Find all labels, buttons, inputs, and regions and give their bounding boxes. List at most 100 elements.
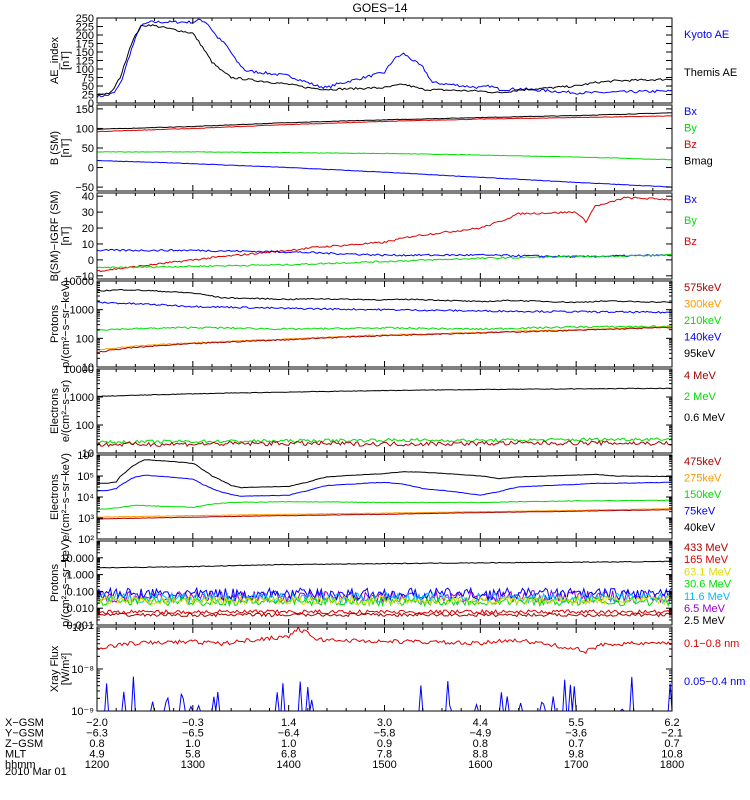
y-tick-label: 10⁵ xyxy=(77,471,94,483)
x-tick-label: −6.3 xyxy=(86,728,108,740)
y-axis-label: e/(cm²−s−sr−keV) xyxy=(60,453,72,541)
y-tick-label: −10 xyxy=(75,271,94,283)
x-tick-label: 1600 xyxy=(468,759,492,771)
x-row-label: X−GSM xyxy=(5,717,44,729)
x-tick-label: −6.4 xyxy=(278,728,300,740)
series-line-red xyxy=(97,196,672,273)
series-group xyxy=(97,560,672,618)
legend-entry: 2.5 MeV xyxy=(684,615,726,627)
y-tick-label: 10 xyxy=(82,448,94,460)
x-row-label: Z−GSM xyxy=(5,738,43,750)
y-axis-label: B(SM)−IGRF (SM) xyxy=(49,191,61,282)
series-line-green xyxy=(97,499,672,511)
x-tick-label: 10.8 xyxy=(661,749,682,761)
y-tick-label: 10⁻⁷ xyxy=(72,622,94,634)
y-tick-label: 225 xyxy=(76,22,94,34)
y-tick-label: 200 xyxy=(76,30,94,42)
x-row-label: Y−GSM xyxy=(5,728,44,740)
panel-frame xyxy=(96,104,673,192)
y-tick-label: 1000 xyxy=(70,305,94,317)
x-tick-label: 3.0 xyxy=(377,717,392,729)
series-group xyxy=(97,387,672,448)
legend-entry: 210keV xyxy=(684,315,722,327)
series-line-blue xyxy=(97,18,672,98)
y-tick-label: 40 xyxy=(82,191,94,203)
series-line-red xyxy=(97,115,672,133)
x-tick-label: 8.8 xyxy=(473,749,488,761)
legend-entry: 140keV xyxy=(684,332,722,344)
series-line-green xyxy=(97,437,672,445)
series-line-red xyxy=(97,608,672,615)
legend-entry: 150keV xyxy=(684,489,722,501)
y-tick-label: 10⁻⁹ xyxy=(71,706,94,718)
y-tick-label: 10² xyxy=(78,534,94,546)
y-axis-label: Xray Flux xyxy=(49,645,61,692)
y-tick-label: 10000 xyxy=(63,276,94,288)
series-group xyxy=(97,459,672,520)
y-axis-label: Protons xyxy=(49,305,61,343)
x-tick-label: −0.3 xyxy=(182,717,204,729)
y-tick-label: 100 xyxy=(76,123,94,135)
y-tick-label: 250 xyxy=(76,13,94,25)
y-tick-label: 10 xyxy=(82,239,94,251)
series-group xyxy=(97,112,672,188)
legend-entry: 75keV xyxy=(684,506,716,518)
y-tick-label: 0 xyxy=(88,98,94,110)
y-tick-label: 50 xyxy=(82,81,94,93)
panel-frame xyxy=(96,192,673,280)
series-line-black xyxy=(97,289,672,304)
y-tick-label: 1.000 xyxy=(66,570,94,582)
y-axis-label: [nT] xyxy=(60,227,72,246)
x-tick-label: 7.8 xyxy=(377,749,392,761)
x-tick-label: 0.9 xyxy=(377,738,392,750)
panel-xray: 10⁻⁹ 10⁻⁸ 10⁻⁷ Xray Flux [W/m²] 0.1−0.8 nm 0.0… xyxy=(49,622,745,718)
series-line-yellow xyxy=(97,594,672,607)
x-tick-label: 1800 xyxy=(660,759,684,771)
y-tick-label: 10³ xyxy=(78,513,94,525)
x-tick-label: 1.0 xyxy=(185,738,200,750)
y-tick-label: −50 xyxy=(75,182,94,194)
x-tick-label: 1400 xyxy=(276,759,300,771)
x-tick-label: 5.5 xyxy=(569,717,584,729)
x-tick-label: −5.8 xyxy=(374,728,396,740)
legend-entry: 275keV xyxy=(684,473,722,485)
y-tick-label: 10⁻⁸ xyxy=(71,664,94,676)
x-tick-label: 1200 xyxy=(85,759,109,771)
y-tick-label: 100 xyxy=(76,420,94,432)
series-line-green xyxy=(97,253,672,269)
x-tick-label: −3.6 xyxy=(565,728,587,740)
y-tick-label: 0.010 xyxy=(66,603,94,615)
legend-entry: 165 MeV xyxy=(684,554,729,566)
legend-entry: Bx xyxy=(684,106,697,118)
legend-entry: Bz xyxy=(684,139,697,151)
series-line-green xyxy=(97,151,672,161)
panel-bsm: −50 0 50 100 150 B (SM) [nT] Bx By Bz Bmag xyxy=(49,104,713,194)
legend-entry: 30.6 MeV xyxy=(684,579,732,591)
legend-entry: 433 MeV xyxy=(684,542,729,554)
figure-title: GOES−14 xyxy=(352,1,407,15)
x-tick-label: 1700 xyxy=(564,759,588,771)
y-tick-label: 125 xyxy=(76,56,94,68)
legend-entry: 0.05−0.4 nm xyxy=(684,676,745,688)
legend-entry: Themis AE xyxy=(684,67,737,79)
x-tick-label: 6.8 xyxy=(281,749,296,761)
legend-entry: 40keV xyxy=(684,522,716,534)
y-axis-label: Electrons xyxy=(49,388,61,434)
x-tick-label: 1500 xyxy=(372,759,396,771)
panel-protons_low: 10 100 1000 10000 Protons p/(cm²−s−sr−keV) 575… xyxy=(49,276,722,374)
series-line-black xyxy=(97,112,672,130)
legend-entry: 475keV xyxy=(684,456,722,468)
series-group xyxy=(97,289,672,353)
y-tick-label: 1000 xyxy=(70,392,94,404)
x-tick-label: 0.8 xyxy=(89,738,104,750)
legend-entry: Kyoto AE xyxy=(684,29,729,41)
panel-frame xyxy=(96,454,673,540)
legend-entry: Bx xyxy=(684,194,697,206)
y-tick-label: 0.100 xyxy=(66,586,94,598)
y-tick-label: 20 xyxy=(82,223,94,235)
series-line-black xyxy=(97,387,672,397)
y-axis-label: p/(cm²−s−sr−keV) xyxy=(60,280,72,368)
panel-frame xyxy=(96,280,673,368)
